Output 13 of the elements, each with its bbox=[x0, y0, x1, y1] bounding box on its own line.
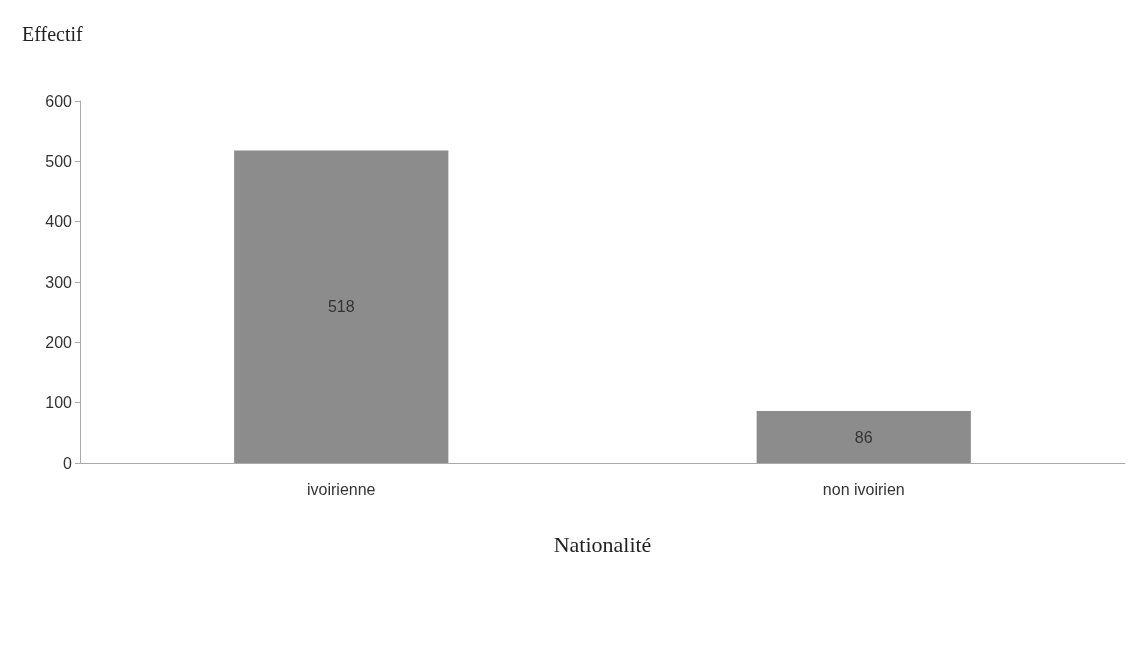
y-tick-label: 300 bbox=[45, 273, 73, 291]
y-tick-label: 600 bbox=[45, 92, 73, 110]
y-tick-label: 100 bbox=[45, 394, 73, 412]
x-tick-label: ivoirienne bbox=[307, 480, 376, 498]
data-label: 518 bbox=[327, 298, 355, 316]
y-axis-title: Effectif bbox=[22, 23, 84, 45]
y-tick-label: 500 bbox=[45, 152, 73, 170]
data-label: 86 bbox=[854, 428, 873, 446]
y-tick-label: 400 bbox=[45, 213, 73, 231]
y-tick-label: 200 bbox=[45, 333, 73, 351]
x-axis-title: Nationalité bbox=[553, 531, 652, 557]
y-tick-label: 0 bbox=[63, 454, 73, 472]
x-tick-label: non ivoirien bbox=[822, 480, 905, 498]
